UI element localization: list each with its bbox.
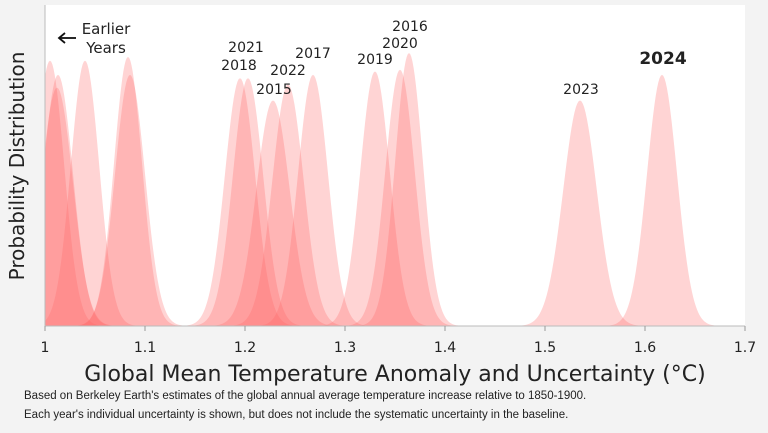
x-tick-label: 1.1 xyxy=(133,340,157,356)
x-tick-label: 1.3 xyxy=(333,340,357,356)
distribution-2015 xyxy=(189,100,357,326)
label-2023: 2023 xyxy=(563,82,599,98)
label-2022: 2022 xyxy=(270,63,306,79)
x-tick-label: 1.6 xyxy=(633,340,657,356)
x-tick-label: 1.4 xyxy=(433,340,457,356)
distribution-2018 xyxy=(172,78,324,326)
x-tick-label: 1 xyxy=(40,340,50,356)
label-2020: 2020 xyxy=(382,36,418,52)
distribution-earlier-year xyxy=(55,74,205,326)
distribution-earlier-year xyxy=(45,60,156,326)
x-tick-label: 1.2 xyxy=(233,340,257,356)
x-axis-label: Global Mean Temperature Anomaly and Unce… xyxy=(84,362,706,387)
x-tick-label: 1.7 xyxy=(733,340,757,356)
arrow-left-icon xyxy=(57,32,76,44)
distribution-earlier-year xyxy=(58,56,198,326)
footnote-line-2: Each year's individual uncertainty is sh… xyxy=(24,409,569,421)
distribution-2020 xyxy=(326,69,474,326)
footnote-line-1: Based on Berkeley Earth's estimates of t… xyxy=(24,390,587,402)
label-2021: 2021 xyxy=(228,40,264,56)
x-tick-label: 1.5 xyxy=(533,340,557,356)
distribution-2019 xyxy=(301,71,449,326)
label-2016: 2016 xyxy=(392,19,428,35)
distribution-2023 xyxy=(496,100,664,326)
label-2024: 2024 xyxy=(639,49,687,69)
distribution-earlier-year xyxy=(45,74,133,326)
distribution-2021 xyxy=(164,78,316,326)
distribution-2022 xyxy=(210,84,366,326)
distribution-2016 xyxy=(340,53,478,326)
distribution-earlier-year xyxy=(45,60,121,326)
distribution-earlier-year xyxy=(45,87,136,326)
label-2017: 2017 xyxy=(295,46,331,62)
label-2015: 2015 xyxy=(256,82,292,98)
plot-area xyxy=(45,5,745,326)
label-2019: 2019 xyxy=(357,52,393,68)
earlier-years-label: Earlier Years xyxy=(81,20,131,57)
distribution-2017 xyxy=(238,74,388,326)
distribution-2024 xyxy=(587,74,737,326)
y-axis-label: Probability Distribution xyxy=(5,51,29,281)
label-2018: 2018 xyxy=(221,58,257,74)
